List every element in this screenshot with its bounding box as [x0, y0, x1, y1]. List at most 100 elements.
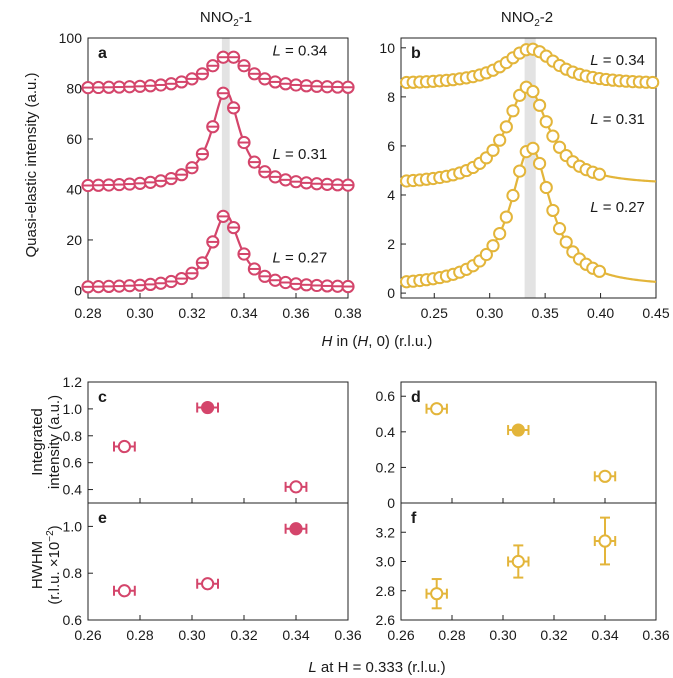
curve-label-value: = 0.34	[599, 52, 645, 69]
data-point-d-2	[598, 469, 612, 483]
ytick-label-a: 100	[59, 30, 83, 46]
panel-letter-e: e	[98, 510, 107, 527]
axes-frame-a	[87, 37, 349, 299]
data-point-b-1	[526, 84, 540, 99]
data-point-b-2	[513, 164, 527, 178]
xtick-label-b: 0.40	[587, 305, 614, 321]
xtick-label-f: 0.26	[387, 627, 414, 643]
curve-label-a-0: L = 0.34	[273, 43, 328, 60]
data-point-b-1	[499, 120, 513, 134]
data-point-e-1	[201, 577, 215, 591]
bottom-x-label: L at H = 0.333 (r.l.u.)	[308, 659, 445, 676]
ytick-label-d: 0	[387, 495, 395, 511]
data-point-b-1	[552, 140, 567, 154]
panel-letter-a: a	[98, 45, 107, 62]
ytick-label-a: 0	[74, 282, 82, 298]
curve-label-value: = 0.31	[281, 146, 327, 163]
panel-c: 0.4 0.6 0.8 1.0 1.2 c	[63, 374, 349, 504]
panel-a: 0 20 40 60 80 100 0.28 0.30 0.32 0.34 0.36 0.38 a L =…	[59, 30, 362, 321]
curve-label-b-0: L = 0.34	[590, 52, 645, 69]
xtick-label-e: 0.26	[74, 627, 101, 643]
data-point-d-0	[430, 402, 444, 416]
curve-label-L: L	[273, 250, 281, 267]
data-point-b-2	[532, 156, 547, 171]
xtick-label-f: 0.30	[489, 627, 516, 643]
xtick-label-a: 0.36	[282, 305, 309, 321]
ytick-label-d: 0.4	[376, 424, 396, 440]
xtick-label-b: 0.45	[642, 305, 669, 321]
ytick-label-c: 0.4	[63, 482, 83, 498]
top-y-label: Quasi-elastic intensity (a.u.)	[23, 72, 40, 257]
xtick-label-b: 0.30	[476, 305, 503, 321]
data-point-b-2	[506, 188, 520, 203]
data-point-d-1	[511, 423, 525, 437]
panel-letter-b: b	[411, 45, 421, 62]
ytick-label-b: 10	[379, 40, 395, 56]
axes-frame-e	[87, 502, 349, 621]
peak-band-b	[524, 38, 536, 298]
curve-label-L: L	[273, 43, 281, 60]
ytick-label-b: 6	[387, 138, 395, 154]
xtick-label-f: 0.36	[642, 627, 669, 643]
bot-y-label: HWHM(r.l.u. ×10−2)	[29, 525, 63, 604]
ytick-label-c: 1.2	[63, 374, 83, 390]
axes-frame-b	[400, 37, 657, 299]
xtick-label-f: 0.32	[540, 627, 567, 643]
curve-label-L: L	[590, 111, 598, 128]
data-point-b-0	[646, 75, 660, 90]
axes-frame-d	[400, 381, 657, 504]
data-point-b-2	[493, 226, 507, 241]
panel-letter-c: c	[98, 389, 107, 406]
xtick-label-a: 0.34	[230, 305, 257, 321]
data-point-e-0	[117, 584, 132, 598]
data-point-b-1	[506, 104, 520, 118]
data-point-b-1	[486, 143, 500, 157]
top-x-label: H in (H, 0) (r.l.u.)	[322, 333, 433, 350]
ytick-label-b: 4	[387, 187, 395, 203]
panel-letter-f: f	[411, 510, 417, 527]
data-point-f-0	[430, 587, 444, 601]
mid-y-label: Integratedintensity (a.u.)	[29, 395, 63, 489]
xtick-label-e: 0.28	[126, 627, 153, 643]
curve-label-L: L	[590, 199, 598, 216]
xtick-label-f: 0.34	[591, 627, 618, 643]
ytick-label-e: 0.6	[63, 612, 83, 628]
curve-label-value: = 0.27	[281, 250, 327, 267]
ytick-label-f: 3.0	[376, 554, 396, 570]
data-point-b-1	[546, 129, 560, 143]
ytick-label-a: 80	[66, 80, 82, 96]
data-point-b-2	[559, 235, 573, 249]
data-point-b-2	[539, 180, 553, 195]
panel-letter-d: d	[411, 389, 421, 406]
ytick-label-c: 1.0	[63, 401, 83, 417]
ytick-label-b: 2	[387, 236, 395, 252]
curve-label-value: = 0.34	[281, 43, 327, 60]
ytick-label-e: 1.0	[63, 518, 83, 534]
xtick-label-b: 0.25	[421, 305, 448, 321]
curve-label-L: L	[273, 146, 281, 163]
curve-label-L: L	[590, 52, 598, 69]
ytick-label-c: 0.6	[63, 455, 83, 471]
data-point-f-1	[511, 554, 525, 569]
data-point-b-1	[592, 167, 607, 181]
data-point-b-2	[592, 264, 607, 278]
xtick-label-b: 0.35	[532, 305, 559, 321]
data-point-c-0	[117, 439, 132, 454]
ytick-label-c: 0.8	[63, 428, 83, 444]
data-point-c-1	[201, 400, 215, 415]
data-point-b-2	[552, 222, 567, 236]
curve-label-a-2: L = 0.27	[273, 250, 328, 267]
data-point-b-1	[532, 98, 547, 112]
ytick-label-f: 2.8	[376, 583, 396, 599]
xtick-label-a: 0.38	[334, 305, 361, 321]
ytick-label-e: 0.8	[63, 565, 83, 581]
ytick-label-b: 8	[387, 89, 395, 105]
title-nno2-2: NNO2-2	[501, 9, 553, 29]
title-nno2-1: NNO2-1	[200, 9, 252, 29]
curve-label-a-1: L = 0.31	[273, 146, 328, 163]
fit-curve-a-1	[87, 89, 349, 187]
ytick-label-a: 60	[66, 131, 82, 147]
